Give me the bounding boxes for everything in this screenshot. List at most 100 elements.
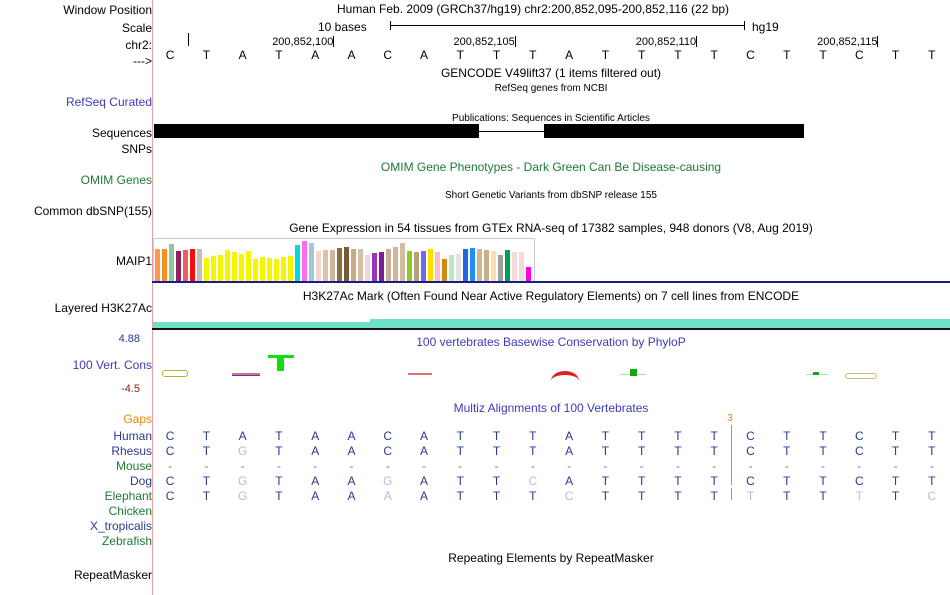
gtex-tissue-bar[interactable] xyxy=(245,251,252,281)
label-snps[interactable]: SNPs xyxy=(121,142,152,156)
conservation-mark[interactable] xyxy=(408,373,432,375)
species-label-elephant[interactable]: Elephant xyxy=(104,489,152,503)
gtex-tissue-bar[interactable] xyxy=(266,257,273,281)
gtex-tissue-bar[interactable] xyxy=(287,256,294,281)
gtex-expression-barchart[interactable] xyxy=(153,238,535,282)
gtex-tissue-bar[interactable] xyxy=(364,254,371,281)
species-label-zebrafish[interactable]: Zebrafish xyxy=(101,534,152,548)
species-label-x_tropicalis[interactable]: X_tropicalis xyxy=(89,519,152,533)
gtex-tissue-bar[interactable] xyxy=(392,246,399,281)
alignment-base: T xyxy=(601,489,610,503)
label-omim-genes[interactable]: OMIM Genes xyxy=(80,173,152,187)
gtex-tissue-bar[interactable] xyxy=(434,252,441,281)
h3k27ac-signal-left[interactable] xyxy=(153,322,370,328)
label-maip1[interactable]: MAIP1 xyxy=(115,254,152,268)
gtex-tissue-bar[interactable] xyxy=(406,250,413,281)
gtex-tissue-bar[interactable] xyxy=(196,249,203,281)
alignment-base: A xyxy=(420,429,429,443)
label-repeatmasker[interactable]: RepeatMasker xyxy=(73,568,152,582)
gtex-tissue-bar[interactable] xyxy=(301,241,308,281)
gtex-tissue-bar[interactable] xyxy=(497,254,504,281)
species-label-mouse[interactable]: Mouse xyxy=(115,459,152,473)
gtex-tissue-bar[interactable] xyxy=(161,249,168,281)
gtex-tissue-bar[interactable] xyxy=(329,249,336,281)
gtex-tissue-bar[interactable] xyxy=(203,258,210,281)
gtex-tissue-bar[interactable] xyxy=(189,249,196,281)
gtex-tissue-bar[interactable] xyxy=(336,248,343,281)
gtex-tissue-bar[interactable] xyxy=(455,253,462,281)
gtex-tissue-bar[interactable] xyxy=(518,252,525,281)
gtex-tissue-bar[interactable] xyxy=(273,258,280,281)
gtex-tissue-bar[interactable] xyxy=(441,259,448,281)
alignment-base: T xyxy=(456,444,464,458)
label-100-vert-cons[interactable]: 100 Vert. Cons xyxy=(72,358,152,372)
alignment-base: T xyxy=(783,444,791,458)
gtex-tissue-bar[interactable] xyxy=(231,251,238,281)
conservation-mark[interactable] xyxy=(162,370,188,377)
gtex-tissue-bar[interactable] xyxy=(413,252,420,281)
label-gaps[interactable]: Gaps xyxy=(123,412,152,426)
gtex-tissue-bar[interactable] xyxy=(483,249,490,281)
gtex-tissue-bar[interactable] xyxy=(399,243,406,281)
gtex-tissue-bar[interactable] xyxy=(378,252,385,281)
conservation-mark[interactable] xyxy=(813,372,819,375)
alignment-base: A xyxy=(347,489,356,503)
gtex-tissue-bar[interactable] xyxy=(154,249,161,281)
gtex-tissue-bar[interactable] xyxy=(168,243,175,281)
conservation-mark[interactable] xyxy=(268,355,294,358)
gtex-tissue-bar[interactable] xyxy=(217,255,224,281)
conservation-mark[interactable] xyxy=(232,375,260,376)
sequence-feature-block-right[interactable] xyxy=(544,124,804,138)
label-chrom: chr2: xyxy=(125,38,152,52)
gtex-tissue-bar[interactable] xyxy=(427,249,434,281)
conservation-mark[interactable] xyxy=(232,373,260,375)
alignment-base: - xyxy=(458,459,463,473)
label-sequences[interactable]: Sequences xyxy=(91,126,152,140)
gtex-tissue-bar[interactable] xyxy=(308,243,315,281)
sequence-feature-block-left[interactable] xyxy=(154,124,479,138)
gtex-tissue-bar[interactable] xyxy=(224,249,231,281)
label-refseq-curated[interactable]: RefSeq Curated xyxy=(65,95,152,109)
gtex-tissue-bar[interactable] xyxy=(252,258,259,281)
gtex-tissue-bar[interactable] xyxy=(469,248,476,281)
gtex-tissue-bar[interactable] xyxy=(280,257,287,281)
gtex-tissue-bar[interactable] xyxy=(448,255,455,281)
gtex-tissue-bar[interactable] xyxy=(504,249,511,281)
gtex-tissue-bar[interactable] xyxy=(385,249,392,281)
gtex-tissue-bar[interactable] xyxy=(490,250,497,281)
gtex-tissue-bar[interactable] xyxy=(476,249,483,281)
gtex-tissue-bar[interactable] xyxy=(371,253,378,281)
gtex-tissue-bar[interactable] xyxy=(259,257,266,281)
reference-base: T xyxy=(275,48,283,62)
gtex-tissue-bar[interactable] xyxy=(182,250,189,281)
h3k27ac-signal-right[interactable] xyxy=(370,319,950,328)
gtex-tissue-bar[interactable] xyxy=(357,249,364,281)
alignment-base: T xyxy=(492,474,501,488)
gtex-tissue-bar[interactable] xyxy=(322,249,329,281)
gtex-tissue-bar[interactable] xyxy=(462,249,469,281)
gtex-tissue-bar[interactable] xyxy=(210,256,217,281)
label-common-dbsnp[interactable]: Common dbSNP(155) xyxy=(33,204,152,218)
gtex-tissue-bar[interactable] xyxy=(525,266,532,281)
gtex-tissue-bar[interactable] xyxy=(315,250,322,281)
conservation-mark[interactable] xyxy=(845,373,877,379)
gtex-tissue-bar[interactable] xyxy=(294,245,301,281)
alignment-base: T xyxy=(637,489,646,503)
reference-base: C xyxy=(854,48,864,62)
alignment-base: A xyxy=(420,489,429,503)
reference-base: C xyxy=(383,48,393,62)
gtex-tissue-bar[interactable] xyxy=(238,253,245,281)
species-label-chicken[interactable]: Chicken xyxy=(108,504,152,518)
gtex-tissue-bar[interactable] xyxy=(175,251,182,281)
species-label-dog[interactable]: Dog xyxy=(129,474,152,488)
gtex-tissue-bar[interactable] xyxy=(511,252,518,281)
gtex-tissue-bar[interactable] xyxy=(420,250,427,281)
species-label-human[interactable]: Human xyxy=(113,429,152,443)
conservation-mark[interactable] xyxy=(630,369,637,376)
species-label-rhesus[interactable]: Rhesus xyxy=(111,444,152,458)
gtex-tissue-bar[interactable] xyxy=(350,249,357,281)
label-layered-h3k27ac[interactable]: Layered H3K27Ac xyxy=(54,301,152,315)
conservation-mark[interactable] xyxy=(551,371,579,381)
conservation-mark[interactable] xyxy=(277,357,284,371)
gtex-tissue-bar[interactable] xyxy=(343,247,350,281)
